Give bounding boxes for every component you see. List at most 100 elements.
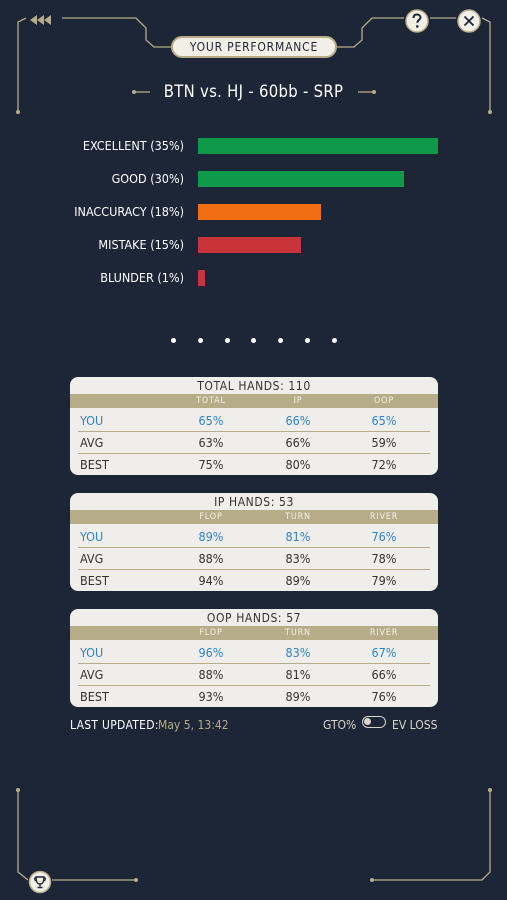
row-label: AVG <box>80 667 104 682</box>
table-cell: 65% <box>371 413 397 428</box>
table-row-avg: AVG 88% 83% 78% <box>70 548 438 570</box>
table-cell: 88% <box>198 551 224 566</box>
bar-label-good: GOOD (30%) <box>111 171 184 186</box>
table-row-avg: AVG 88% 81% 66% <box>70 664 438 686</box>
card-column-header: TOTAL IP OOP <box>70 394 438 408</box>
toggle-label-gto: GTO% <box>323 718 357 732</box>
page-dot-2[interactable] <box>198 338 203 343</box>
page-dot-5[interactable] <box>278 338 283 343</box>
table-cell: 59% <box>371 435 397 450</box>
column-header: TURN <box>285 628 311 638</box>
card-column-header: FLOP TURN RIVER <box>70 626 438 640</box>
card-title: OOP HANDS: 57 <box>206 611 302 625</box>
bar-mistake <box>198 237 301 253</box>
bar-label-inaccuracy: INACCURACY (18%) <box>74 204 184 219</box>
bar-label-excellent: EXCELLENT (35%) <box>82 138 184 153</box>
bar-blunder <box>198 270 205 286</box>
page-title: YOUR PERFORMANCE <box>171 36 337 58</box>
bar-excellent <box>198 138 438 154</box>
column-header: FLOP <box>199 628 223 638</box>
close-button[interactable] <box>456 8 482 34</box>
spot-title: BTN vs. HJ - 60bb - SRP <box>163 82 344 101</box>
table-cell: 83% <box>285 551 311 566</box>
back-button[interactable] <box>26 10 58 30</box>
card-column-header: FLOP TURN RIVER <box>70 510 438 524</box>
trophy-button[interactable] <box>28 870 52 894</box>
table-cell: 75% <box>198 457 224 472</box>
row-divider <box>78 569 430 570</box>
table-cell: 96% <box>198 645 224 660</box>
bar-row-good: GOOD (30%) <box>0 169 507 189</box>
table-cell: 93% <box>198 689 224 704</box>
stats-card-ip: IP HANDS: 53 FLOP TURN RIVER YOU 89% 81%… <box>70 493 438 591</box>
row-label: BEST <box>80 457 109 472</box>
column-header: FLOP <box>199 512 223 522</box>
footer: LAST UPDATED: May 5, 13:42 GTO% EV LOSS <box>70 716 438 736</box>
table-cell: 66% <box>371 667 397 682</box>
stats-card-oop: OOP HANDS: 57 FLOP TURN RIVER YOU 96% 83… <box>70 609 438 707</box>
stats-card-total: TOTAL HANDS: 110 TOTAL IP OOP YOU 65% 66… <box>70 377 438 475</box>
last-updated-label: LAST UPDATED: <box>70 718 159 732</box>
table-cell: 89% <box>198 529 224 544</box>
table-cell: 80% <box>285 457 311 472</box>
table-cell: 81% <box>285 529 311 544</box>
column-header: TURN <box>285 512 311 522</box>
row-divider <box>78 431 430 432</box>
column-header: RIVER <box>369 512 399 522</box>
bar-label-mistake: MISTAKE (15%) <box>98 237 184 252</box>
row-divider <box>78 685 430 686</box>
help-button[interactable] <box>404 8 430 34</box>
table-row-you: YOU 96% 83% 67% <box>70 642 438 664</box>
table-cell: 89% <box>285 689 311 704</box>
bar-row-mistake: MISTAKE (15%) <box>0 235 507 255</box>
table-row-you: YOU 65% 66% 65% <box>70 410 438 432</box>
bar-row-inaccuracy: INACCURACY (18%) <box>0 202 507 222</box>
table-cell: 83% <box>285 645 311 660</box>
table-cell: 72% <box>371 457 397 472</box>
triple-chevron-left-icon <box>30 15 51 25</box>
page-dot-3[interactable] <box>225 338 230 343</box>
row-label: AVG <box>80 435 104 450</box>
table-cell: 88% <box>198 667 224 682</box>
row-divider <box>78 453 430 454</box>
row-label: AVG <box>80 551 104 566</box>
table-row-avg: AVG 63% 66% 59% <box>70 432 438 454</box>
toggle-knob <box>364 718 371 725</box>
table-cell: 76% <box>371 529 397 544</box>
table-cell: 81% <box>285 667 311 682</box>
table-cell: 89% <box>285 573 311 588</box>
bar-row-excellent: EXCELLENT (35%) <box>0 136 507 156</box>
column-header: TOTAL <box>196 396 226 406</box>
page-dot-7[interactable] <box>332 338 337 343</box>
row-divider <box>78 663 430 664</box>
row-label: BEST <box>80 689 109 704</box>
table-row-best: BEST 75% 80% 72% <box>70 454 438 475</box>
table-cell: 76% <box>371 689 397 704</box>
row-label: YOU <box>80 529 104 544</box>
column-header: IP <box>293 396 303 406</box>
table-cell: 65% <box>198 413 224 428</box>
page-dot-6[interactable] <box>305 338 310 343</box>
row-label: YOU <box>80 645 104 660</box>
page-indicator <box>0 336 507 346</box>
bar-row-blunder: BLUNDER (1%) <box>0 268 507 288</box>
table-row-best: BEST 94% 89% 79% <box>70 570 438 591</box>
column-header: RIVER <box>369 628 399 638</box>
toggle-label-ev-loss: EV LOSS <box>392 718 438 732</box>
table-cell: 66% <box>285 435 311 450</box>
bar-good <box>198 171 404 187</box>
trophy-icon <box>28 870 52 894</box>
table-cell: 63% <box>198 435 224 450</box>
table-cell: 79% <box>371 573 397 588</box>
table-cell: 66% <box>285 413 311 428</box>
page-dot-4[interactable] <box>251 338 256 343</box>
table-row-you: YOU 89% 81% 76% <box>70 526 438 548</box>
table-cell: 94% <box>198 573 224 588</box>
question-icon <box>405 9 429 33</box>
bar-label-blunder: BLUNDER (1%) <box>100 270 184 285</box>
gto-ev-toggle[interactable] <box>362 716 386 728</box>
card-title: TOTAL HANDS: 110 <box>197 379 311 393</box>
close-icon <box>457 9 481 33</box>
page-dot-1[interactable] <box>171 338 176 343</box>
table-row-best: BEST 93% 89% 76% <box>70 686 438 707</box>
